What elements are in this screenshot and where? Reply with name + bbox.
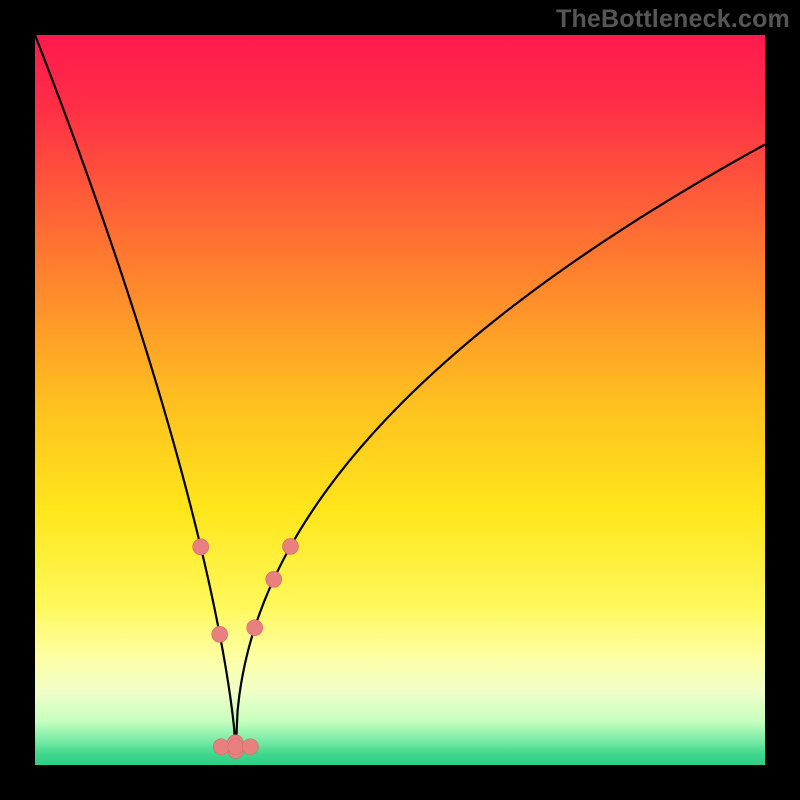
data-marker (212, 626, 228, 642)
watermark-text: TheBottleneck.com (556, 5, 790, 34)
bottleneck-chart (0, 0, 800, 800)
data-marker (242, 739, 258, 755)
data-marker (283, 538, 299, 554)
data-marker (228, 739, 244, 755)
data-marker (193, 539, 209, 555)
data-marker (213, 739, 229, 755)
chart-frame: { "watermark": { "text": "TheBottleneck.… (0, 0, 800, 800)
gradient-background (35, 35, 765, 765)
data-marker (247, 620, 263, 636)
data-marker (266, 571, 282, 587)
